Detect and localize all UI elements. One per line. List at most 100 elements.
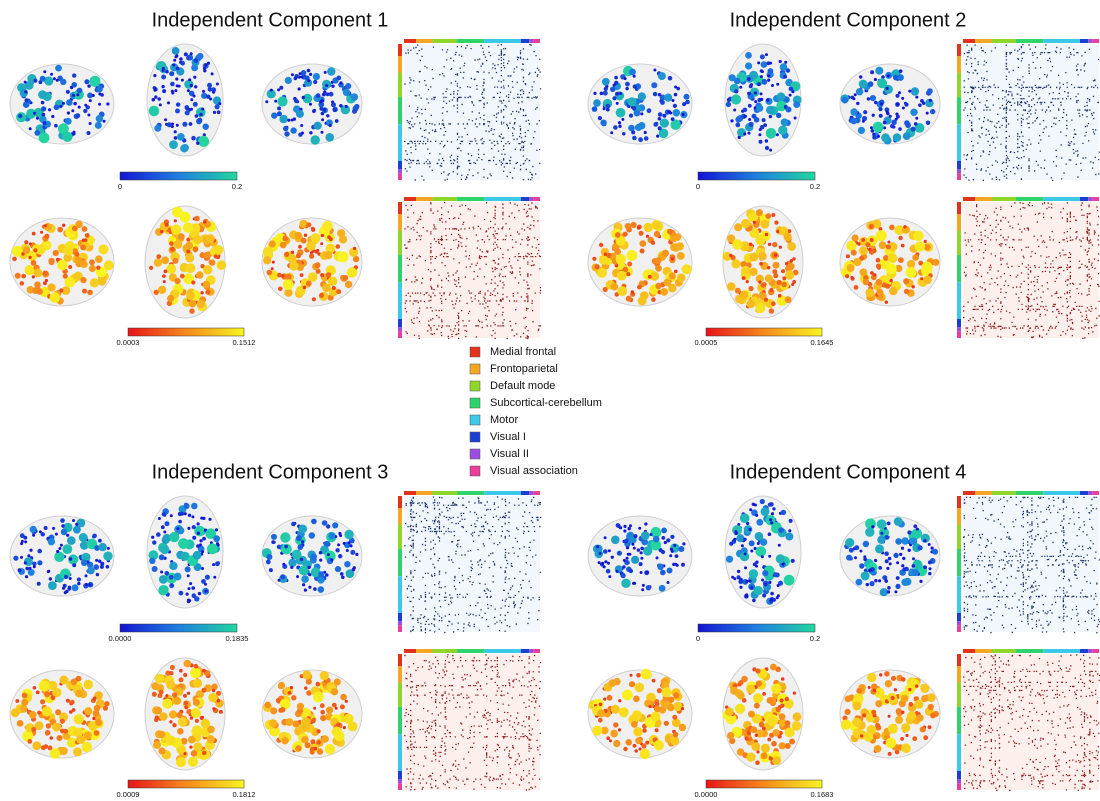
node [768,243,771,246]
node [730,687,738,695]
node [627,262,632,267]
node [770,592,774,596]
node [190,716,193,719]
node [60,544,63,547]
node [758,133,761,136]
node [907,530,911,534]
node [80,245,86,251]
node [760,54,765,59]
node [307,69,311,73]
node [609,739,612,742]
node [178,538,189,549]
node [76,93,79,96]
node [624,77,627,80]
node [311,719,316,724]
node [33,565,36,568]
node [637,548,640,551]
node [41,106,46,111]
node [670,243,678,251]
node [165,571,170,576]
node [931,547,934,550]
node [615,92,619,96]
module-strip [398,97,402,124]
node [906,267,917,278]
node [330,558,333,561]
node [851,250,857,256]
node [332,703,337,708]
node [628,553,631,556]
node [671,120,681,130]
node [884,579,888,583]
node [653,69,656,72]
node [908,90,911,93]
node [106,565,110,569]
node [203,281,211,289]
node [641,743,646,748]
node [175,54,178,57]
node [29,127,32,130]
node [918,103,922,107]
node [74,257,81,264]
node [592,726,602,736]
node [746,280,749,283]
node [202,90,205,93]
node [56,79,59,82]
node [637,285,642,290]
node [82,226,88,232]
node [329,124,332,127]
node [20,705,28,713]
node [785,697,789,701]
module-strip [533,39,540,43]
node [749,243,753,247]
node [623,525,626,528]
node [603,698,606,701]
module-strip [1092,39,1099,43]
node [29,242,32,245]
brain-render [840,218,940,306]
node [212,91,215,94]
node [791,559,795,563]
node [891,120,896,125]
node [640,551,643,554]
node [767,716,777,726]
module-strip [957,73,961,97]
node [845,538,854,547]
node [875,67,883,75]
node [52,723,61,732]
node [738,680,743,685]
node [61,524,64,527]
node [311,554,317,560]
node [193,76,196,79]
node [191,515,194,518]
node [763,123,767,127]
node [667,704,674,711]
node [188,587,191,590]
module-strip [1043,39,1080,43]
node [298,525,307,534]
node [770,521,773,524]
node [912,736,917,741]
node [169,71,174,76]
node [90,76,101,87]
node [626,272,630,276]
node [870,70,874,74]
node [288,559,296,567]
node [888,724,898,734]
node [174,697,182,705]
node [895,538,902,545]
module-strip [398,73,402,97]
node [269,719,277,727]
node [600,120,606,126]
brain-render [262,64,362,145]
node [193,551,202,560]
node [682,264,692,274]
node [184,660,192,668]
node [746,685,755,694]
module-strip [1092,649,1099,653]
node [765,146,769,150]
node [179,677,184,682]
node [923,539,926,542]
node [619,92,622,95]
node [607,253,612,258]
node [894,590,897,593]
